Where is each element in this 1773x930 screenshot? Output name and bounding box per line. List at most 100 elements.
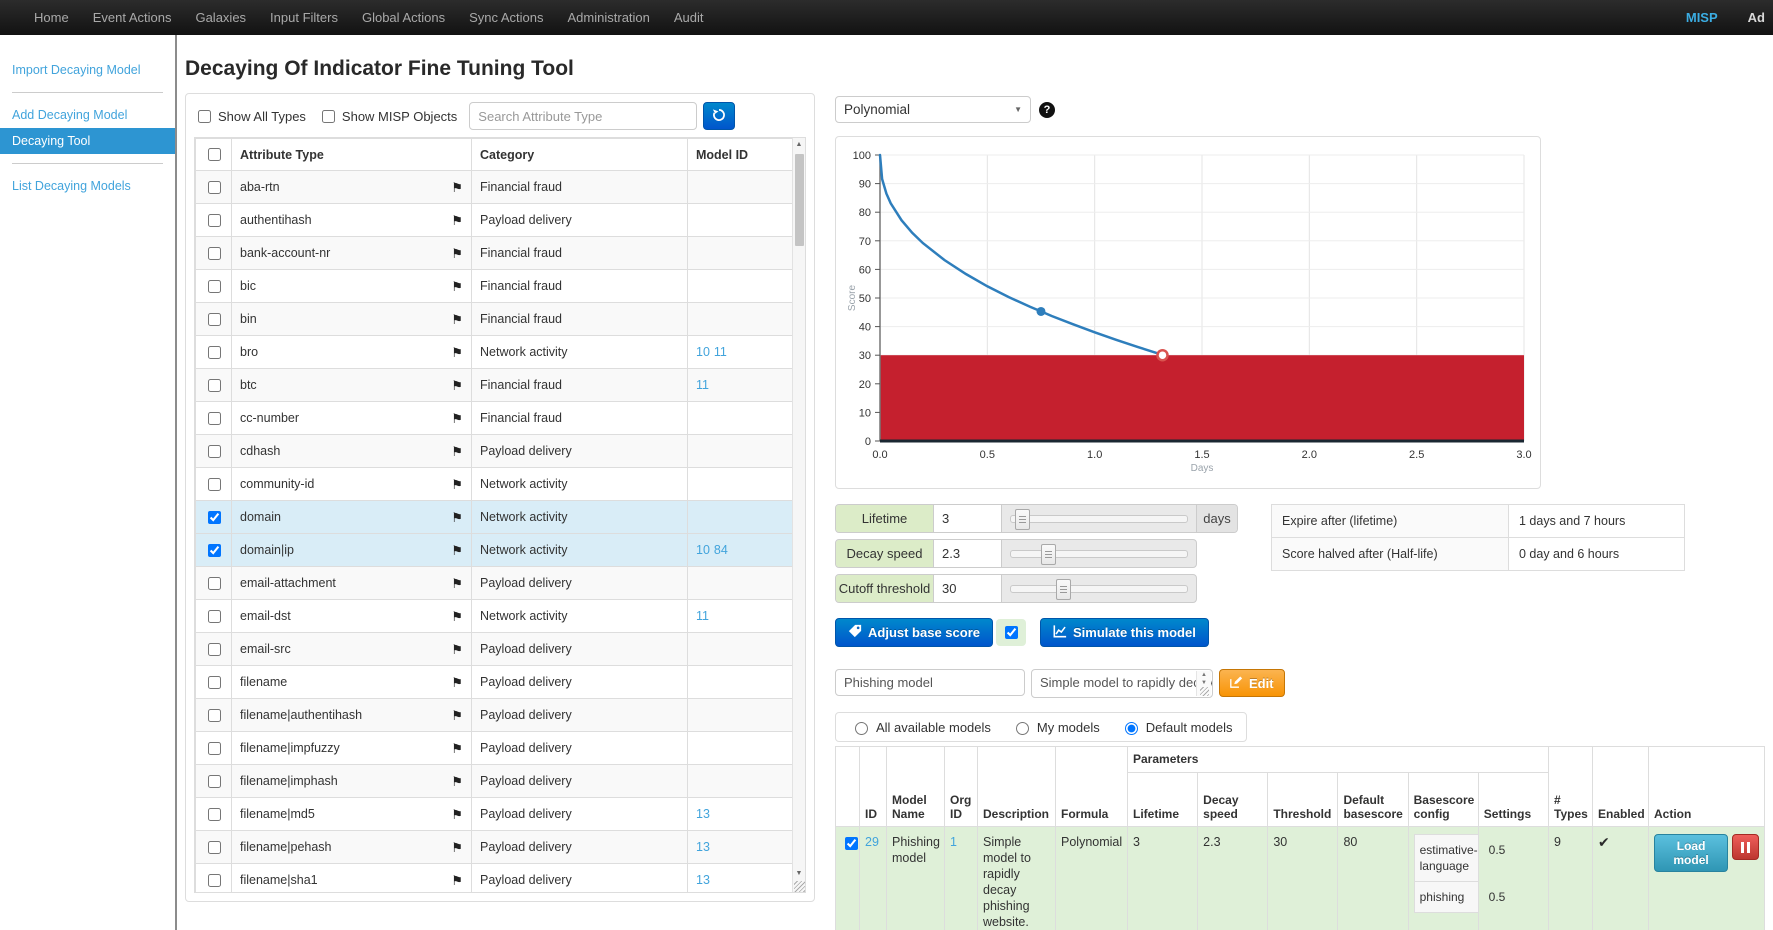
refresh-button[interactable] [703,102,736,130]
edit-model-button[interactable]: Edit [1219,669,1285,697]
adjust-base-score-checkbox[interactable] [1005,626,1018,639]
flag-icon[interactable]: ⚑ [451,476,463,492]
sidebar-item-import-decaying-model[interactable]: Import Decaying Model [12,63,141,77]
row-checkbox-filename-imphash[interactable] [208,774,221,788]
row-checkbox-bic[interactable] [208,279,221,293]
slider-track-cutoff-threshold[interactable] [1002,575,1196,602]
flag-icon[interactable]: ⚑ [451,674,463,690]
row-checkbox-aba-rtn[interactable] [208,180,221,194]
model-filter-all-available-models[interactable]: All available models [850,719,991,735]
row-checkbox-cc-number[interactable] [208,411,221,425]
row-checkbox-email-attachment[interactable] [208,576,221,590]
row-checkbox-filename[interactable] [208,675,221,689]
model-id-link[interactable]: 11 [696,609,709,623]
row-checkbox-bank-account-nr[interactable] [208,246,221,260]
flag-icon[interactable]: ⚑ [451,410,463,426]
model-id-link[interactable]: 10 [696,543,710,557]
flag-icon[interactable]: ⚑ [451,212,463,228]
radio-default-models[interactable] [1124,722,1138,735]
model-id-link[interactable]: 13 [696,840,710,854]
decay-chart[interactable]: 0 10 20 30 40 50 60 70 80 90 100 0.0 0.5 1.0 1.5 2.0 2.5… [844,145,1534,475]
help-icon[interactable]: ? [1039,101,1055,118]
slider-value-decay-speed[interactable]: 2.3 [934,540,1002,567]
row-checkbox-community-id[interactable] [208,477,221,491]
row-checkbox-bin[interactable] [208,312,221,326]
resize-grip-icon[interactable] [793,881,805,892]
radio-all-available-models[interactable] [855,722,868,735]
textarea-scrollbar[interactable]: ▲ ▼ [1196,671,1211,696]
flag-icon[interactable]: ⚑ [451,245,463,261]
nav-item-galaxies[interactable]: Galaxies [195,10,247,25]
nav-item-administration[interactable]: Administration [567,10,650,25]
model-id-link[interactable]: 29 [865,835,879,849]
model-filter-default-models[interactable]: Default models [1120,719,1232,735]
flag-icon[interactable]: ⚑ [451,740,463,756]
row-checkbox-filename-pehash[interactable] [208,840,221,854]
model-id-link[interactable]: 84 [713,543,728,557]
show-misp-objects-option[interactable]: Show MISP Objects [318,107,457,126]
flag-icon[interactable]: ⚑ [451,509,463,525]
row-checkbox-domain-ip[interactable] [208,543,221,557]
search-attribute-type-input[interactable] [469,102,698,130]
flag-icon[interactable]: ⚑ [451,575,463,591]
nav-item-audit[interactable]: Audit [673,10,704,25]
slider-track-decay-speed[interactable] [1002,540,1196,567]
row-checkbox-authentihash[interactable] [208,213,221,227]
slider-handle-cutoff-threshold[interactable] [1056,579,1072,600]
spinner-up-icon[interactable]: ▲ ▼ [1201,672,1207,686]
radio-my-models[interactable] [1015,722,1029,735]
flag-icon[interactable]: ⚑ [451,179,463,195]
model-name-input[interactable] [835,669,1025,696]
flag-icon[interactable]: ⚑ [451,443,463,459]
flag-icon[interactable]: ⚑ [451,344,463,360]
nav-item-home[interactable]: Home [34,10,69,25]
row-checkbox-email-dst[interactable] [208,609,221,623]
row-checkbox-filename-authentihash[interactable] [208,708,221,722]
model-id-link[interactable]: 10 [696,345,710,359]
slider-handle-lifetime[interactable] [1015,509,1031,530]
org-id-link[interactable]: 1 [950,835,957,849]
slider-track-lifetime[interactable] [1002,505,1196,532]
model-row-checkbox[interactable] [845,837,858,850]
flag-icon[interactable]: ⚑ [451,542,463,558]
flag-icon[interactable]: ⚑ [451,608,463,624]
nav-item-input-filters[interactable]: Input Filters [270,10,338,25]
row-checkbox-filename-impfuzzy[interactable] [208,741,221,755]
row-checkbox-domain[interactable] [208,510,221,524]
sidebar-item-list-decaying-models[interactable]: List Decaying Models [12,179,131,193]
model-id-link[interactable]: 11 [696,378,709,392]
flag-icon[interactable]: ⚑ [451,872,463,888]
flag-icon[interactable]: ⚑ [451,311,463,327]
scroll-down-icon[interactable]: ▼ [795,870,803,877]
flag-icon[interactable]: ⚑ [451,806,463,822]
formula-select[interactable]: Polynomial ▼ [835,96,1031,123]
model-description-textarea[interactable]: Simple model to rapidly decay ▲ ▼ [1031,669,1213,698]
row-checkbox-cdhash[interactable] [208,444,221,458]
flag-icon[interactable]: ⚑ [451,641,463,657]
load-model-button[interactable]: Load model [1654,834,1729,872]
model-id-link[interactable]: 13 [696,807,710,821]
row-checkbox-email-src[interactable] [208,642,221,656]
sidebar-item-add-decaying-model[interactable]: Add Decaying Model [12,108,128,122]
slider-value-lifetime[interactable]: 3 [934,505,1002,532]
row-checkbox-btc[interactable] [208,378,221,392]
scrollbar-thumb[interactable] [795,154,804,246]
flag-icon[interactable]: ⚑ [451,377,463,393]
nav-item-global-actions[interactable]: Global Actions [361,10,446,25]
pause-model-button[interactable] [1732,834,1759,860]
sidebar-item-decaying-tool[interactable]: Decaying Tool [0,128,175,154]
flag-icon[interactable]: ⚑ [451,707,463,723]
show-all-types-option[interactable]: Show All Types [194,107,306,126]
select-all-checkbox[interactable] [208,148,221,161]
textarea-resize-grip-icon[interactable] [1199,687,1209,696]
slider-value-cutoff-threshold[interactable]: 30 [934,575,1002,602]
slider-handle-decay-speed[interactable] [1040,544,1056,565]
row-checkbox-filename-md5[interactable] [208,807,221,821]
flag-icon[interactable]: ⚑ [451,839,463,855]
model-id-link[interactable]: 11 [713,345,727,359]
flag-icon[interactable]: ⚑ [451,773,463,789]
misp-brand-link[interactable]: MISP [1685,10,1718,25]
flag-icon[interactable]: ⚑ [451,278,463,294]
model-id-link[interactable]: 13 [696,873,710,887]
user-menu-truncated[interactable]: Ad [1747,10,1765,25]
